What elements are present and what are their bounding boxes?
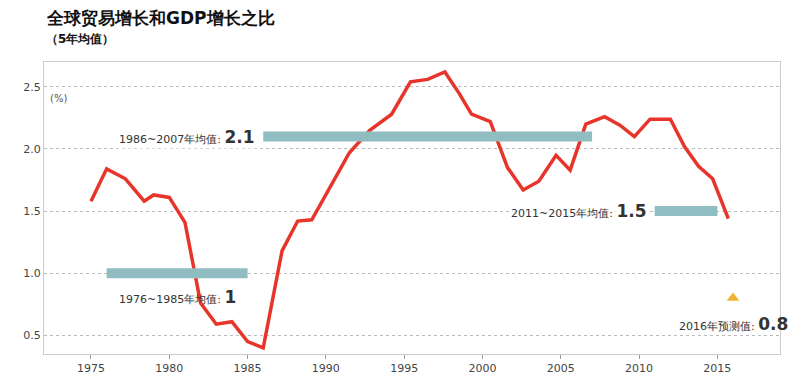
svg-text:1.0: 1.0 [23,267,41,280]
svg-text:1995: 1995 [390,362,418,375]
svg-text:1990: 1990 [312,362,340,375]
svg-text:2.5: 2.5 [23,81,41,94]
svg-text:1986~2007年均值: 2.1: 1986~2007年均值: 2.1 [119,127,255,147]
svg-text:(%): (%) [50,93,67,104]
svg-text:全球贸易增长和GDP增长之比: 全球贸易增长和GDP增长之比 [46,8,275,28]
svg-text:1975: 1975 [77,362,105,375]
svg-text:1980: 1980 [155,362,183,375]
svg-text:（5年均值）: （5年均值） [46,32,114,46]
svg-text:2016年预测值: 0.8: 2016年预测值: 0.8 [679,314,788,334]
svg-text:2005: 2005 [547,362,575,375]
svg-text:2010: 2010 [625,362,653,375]
svg-text:2000: 2000 [468,362,496,375]
svg-text:1.5: 1.5 [23,205,41,218]
svg-text:2011~2015年均值: 1.5: 2011~2015年均值: 1.5 [511,201,647,221]
svg-text:0.5: 0.5 [23,329,41,342]
svg-text:2015: 2015 [703,362,731,375]
svg-text:2.0: 2.0 [23,143,41,156]
svg-text:1985: 1985 [234,362,262,375]
svg-text:1976~1985年均值: 1: 1976~1985年均值: 1 [119,287,236,307]
